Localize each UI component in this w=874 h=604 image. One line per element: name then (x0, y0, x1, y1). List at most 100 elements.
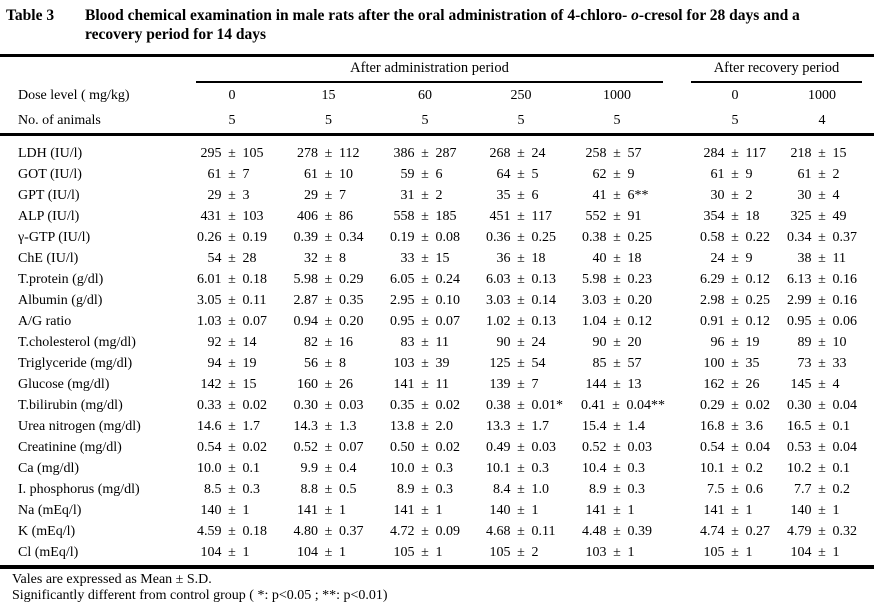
plus-minus-sign: ± (228, 293, 236, 308)
plus-minus-sign: ± (517, 209, 525, 224)
plus-minus-sign: ± (613, 419, 621, 434)
plus-minus-sign: ± (421, 146, 429, 161)
sd-value: 0.1 (242, 461, 261, 476)
sd-value: 1.4 (627, 419, 646, 434)
parameter-label: Urea nitrogen (mg/dl) (18, 419, 141, 434)
mean-value: 325 (790, 209, 812, 224)
value-cell: 73 ±33 (779, 353, 865, 374)
sd-value: 287 (435, 146, 457, 161)
sd-value: 39 (435, 356, 450, 371)
mean-value: 61 (797, 167, 812, 182)
sd-group: 0.2 (833, 479, 866, 500)
sd-group: 0.6 (746, 479, 780, 500)
value-cell: 8.9 ±0.3 (569, 479, 665, 500)
sd-value: 6 (627, 188, 635, 203)
plus-minus-sign: ± (613, 482, 621, 497)
table-body: LDH (IU/l) 295 ±105 278 ±112 386 ±287 268 ±24 258… (0, 143, 874, 563)
sd-group: 0.09 (436, 521, 474, 542)
sd-value: 0.29 (339, 272, 364, 287)
sd-group: 0.13 (532, 311, 570, 332)
plus-minus-sign: ± (517, 482, 525, 497)
sd-value: 0.07 (435, 314, 461, 329)
sd-group: 6 (436, 164, 474, 185)
table-row: Triglyceride (mg/dl) 94 ±19 56 ±8 103 ±39 125 ±5… (0, 353, 874, 374)
value-cell: 90 ±24 (473, 332, 569, 353)
sd-value: 0.34 (339, 230, 364, 245)
parameter-label: T.protein (g/dl) (18, 272, 104, 287)
sd-value: 112 (339, 146, 360, 161)
plus-minus-sign: ± (731, 293, 739, 308)
sd-group: 18 (746, 206, 780, 227)
value-cell: 89 ±10 (779, 332, 865, 353)
sd-value: 1.3 (339, 419, 357, 434)
plus-minus-sign: ± (421, 419, 429, 434)
horizontal-rule-top (0, 54, 874, 57)
sd-group: 7 (243, 164, 281, 185)
value-cell: 5.98 ±0.29 (280, 269, 377, 290)
value-cell: 35 ±6 (473, 185, 569, 206)
plus-minus-sign: ± (517, 293, 525, 308)
sd-value: 0.32 (832, 524, 858, 539)
table-row: T.bilirubin (mg/dl) 0.33 ±0.02 0.30 ±0.03 0.3… (0, 395, 874, 416)
mean-value: 139 (489, 377, 511, 392)
table-row: T.protein (g/dl) 6.01 ±0.18 5.98 ±0.29 6.05 ±0… (0, 269, 874, 290)
plus-minus-sign: ± (421, 545, 429, 560)
sd-group: 15 (243, 374, 281, 395)
significance-marker: * (556, 398, 563, 413)
mean-value: 5.98 (293, 272, 319, 287)
plus-minus-sign: ± (324, 503, 333, 518)
value-cell: 105 ±1 (377, 542, 473, 563)
mean-value: 82 (304, 335, 318, 350)
plus-minus-sign: ± (517, 419, 525, 434)
animals-count: 5 (228, 113, 236, 128)
mean-value: 144 (585, 377, 607, 392)
parameter-label: ALP (IU/l) (18, 209, 80, 224)
plus-minus-sign: ± (228, 503, 236, 518)
value-cell: 218 ±15 (779, 143, 865, 164)
mean-value: 0.30 (293, 398, 319, 413)
plus-minus-sign: ± (517, 167, 525, 182)
mean-value: 29 (304, 188, 318, 203)
value-cell: 10.1 ±0.3 (473, 458, 569, 479)
parameter-label: Creatinine (mg/dl) (18, 440, 122, 455)
plus-minus-sign: ± (324, 335, 333, 350)
plus-minus-sign: ± (421, 440, 429, 455)
sd-group: 0.12 (746, 311, 780, 332)
plus-minus-sign: ± (517, 377, 525, 392)
value-cell: 145 ±4 (779, 374, 865, 395)
sd-value: 0.06 (832, 314, 858, 329)
sd-group: 0.18 (243, 269, 281, 290)
mean-value: 258 (585, 146, 607, 161)
plus-minus-sign: ± (228, 377, 236, 392)
plus-minus-sign: ± (228, 146, 236, 161)
dose-level-row: Dose level ( mg/kg) 0 15 60 250 1000 0 1000 (0, 83, 874, 109)
sd-group: 0.3 (243, 479, 281, 500)
plus-minus-sign: ± (613, 209, 621, 224)
plus-minus-sign: ± (517, 524, 525, 539)
value-cell: 552 ±91 (569, 206, 665, 227)
value-cell: 6.13 ±0.16 (779, 269, 865, 290)
mean-value: 3.03 (486, 293, 511, 308)
sd-group: 103 (243, 206, 281, 227)
value-cell: 0.30 ±0.04 (779, 395, 865, 416)
sd-value: 54 (531, 356, 546, 371)
value-cell: 4.68 ±0.11 (473, 521, 569, 542)
plus-minus-sign: ± (613, 440, 621, 455)
sd-value: 0.13 (531, 272, 557, 287)
value-cell: 2.99 ±0.16 (779, 290, 865, 311)
value-cell: 90 ±20 (569, 332, 665, 353)
plus-minus-sign: ± (324, 146, 333, 161)
sd-group: 1 (532, 500, 570, 521)
value-cell: 0.52 ±0.03 (569, 437, 665, 458)
sd-value: 1.0 (531, 482, 550, 497)
value-cell: 8.5 ±0.3 (184, 479, 280, 500)
plus-minus-sign: ± (324, 251, 333, 266)
plus-minus-sign: ± (421, 293, 429, 308)
sd-group: 0.1 (833, 416, 866, 437)
plus-minus-sign: ± (228, 524, 236, 539)
table-row: ALP (IU/l) 431 ±103 406 ±86 558 ±185 451 ±117 552… (0, 206, 874, 227)
value-cell: 100 ±35 (691, 353, 779, 374)
plus-minus-sign: ± (228, 440, 236, 455)
plus-minus-sign: ± (613, 545, 621, 560)
mean-value: 29 (207, 188, 222, 203)
